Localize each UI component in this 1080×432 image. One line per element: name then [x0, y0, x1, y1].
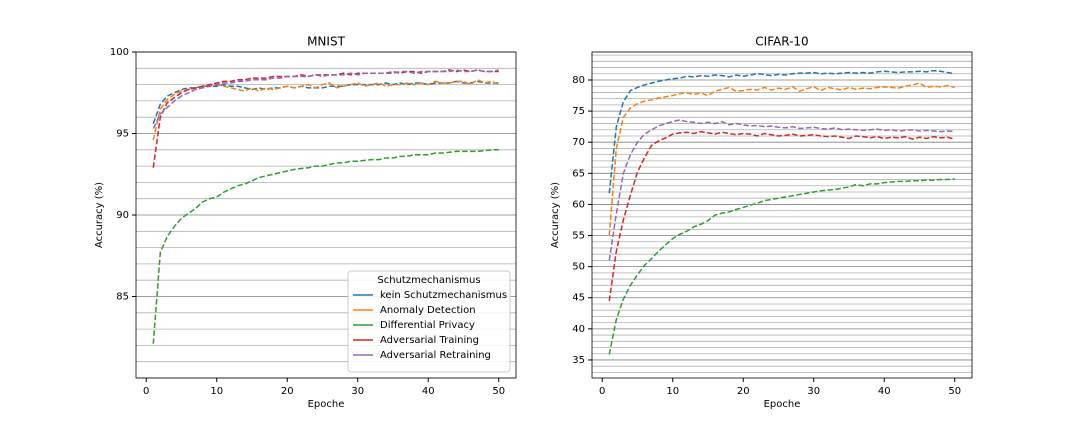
x-tick-label: 50: [948, 386, 961, 397]
legend-box: [347, 270, 511, 373]
y-tick-label: 70: [572, 137, 585, 148]
series-line: [152, 69, 499, 129]
plot-frame: [135, 51, 517, 379]
y-tick-label: 90: [116, 210, 129, 221]
series-line: [608, 178, 955, 355]
series-line: [152, 78, 500, 141]
chart-panel: 35 40 45 50 55 60 65 70 75 80 0 10 20 30 40 50 CIFAR-10 E…: [550, 35, 973, 410]
y-tick-label: 40: [572, 324, 585, 335]
series-line: [608, 69, 955, 194]
series-line: [152, 149, 499, 344]
x-axis-label: Epoche: [308, 399, 345, 410]
series-line: [608, 82, 955, 236]
x-tick-label: 0: [599, 386, 605, 397]
x-tick-label: 30: [351, 386, 364, 397]
y-tick-label: 80: [572, 75, 585, 86]
y-tick-label: 60: [572, 199, 585, 210]
legend-label: Differential Privacy: [380, 320, 475, 331]
y-tick-label: 35: [572, 355, 585, 366]
legend-label: Adversarial Training: [380, 335, 479, 346]
chart-title: MNIST: [307, 35, 345, 49]
legend-label: Adversarial Retraining: [380, 350, 491, 361]
y-tick-label: 95: [116, 129, 129, 140]
legend: Schutzmechanismus kein Schutzmechanismus A…: [347, 270, 511, 373]
y-tick-label: 65: [572, 168, 585, 179]
x-axis-label: Epoche: [764, 399, 801, 410]
y-axis-label: Accuracy (%): [550, 182, 561, 248]
legend-title: Schutzmechanismus: [377, 275, 480, 286]
x-tick-label: 50: [492, 386, 505, 397]
legend-label: Anomaly Detection: [380, 305, 476, 316]
y-tick-label: 100: [110, 47, 129, 58]
plot-frame: [591, 51, 973, 379]
x-tick-label: 40: [878, 386, 891, 397]
x-tick-label: 0: [143, 386, 149, 397]
y-tick-label: 45: [572, 293, 585, 304]
x-tick-label: 10: [210, 386, 223, 397]
chart-panel: 85 90 95 100 0 10 20 30 40 50 MNIST Epoche Accuracy …: [94, 35, 517, 410]
x-tick-label: 10: [666, 386, 679, 397]
chart-title: CIFAR-10: [755, 35, 808, 49]
x-tick-label: 40: [422, 386, 435, 397]
x-tick-label: 20: [281, 386, 294, 397]
y-tick-label: 55: [572, 231, 585, 242]
x-tick-label: 30: [807, 386, 820, 397]
y-axis-label: Accuracy (%): [94, 182, 105, 248]
series-line: [608, 119, 955, 261]
x-tick-label: 20: [737, 386, 750, 397]
legend-label: kein Schutzmechanismus: [380, 290, 507, 301]
y-tick-label: 75: [572, 106, 585, 117]
y-tick-label: 85: [116, 292, 129, 303]
series-line: [608, 130, 955, 301]
y-tick-label: 50: [572, 262, 585, 273]
